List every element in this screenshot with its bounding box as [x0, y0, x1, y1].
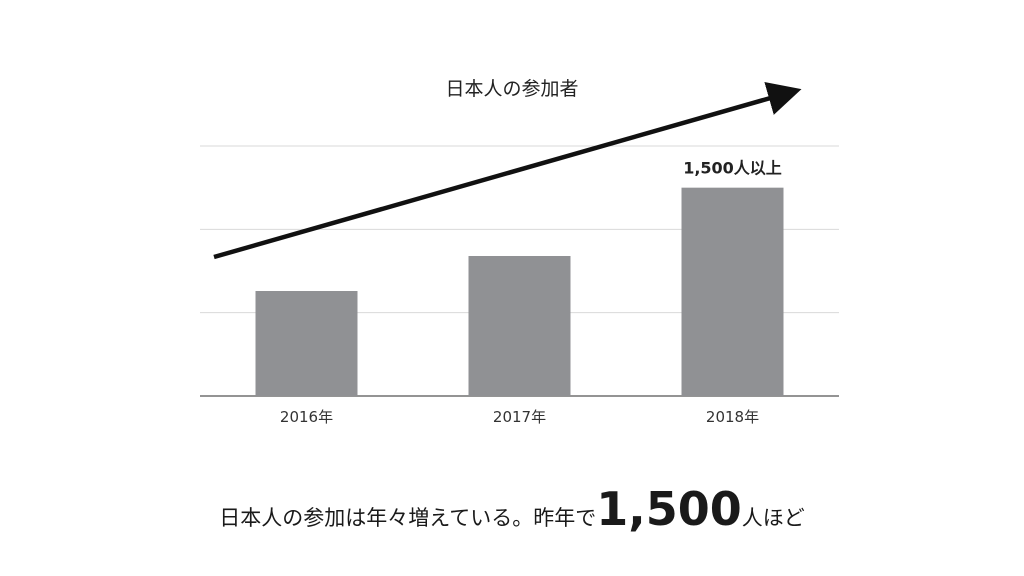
trend-arrow — [213, 81, 802, 260]
bar-1 — [255, 291, 358, 396]
caption-number: 1,500 — [596, 482, 742, 536]
data-label: 1,500人以上 — [683, 159, 782, 178]
bar-2 — [468, 256, 571, 396]
x-tick-label: 2018年 — [706, 408, 759, 426]
x-tick-label: 2017年 — [493, 408, 546, 426]
caption-prefix: 日本人の参加は年々増えている。昨年で — [219, 506, 597, 530]
caption-suffix: 人ほど — [741, 506, 805, 530]
chart-title: 日本人の参加者 — [445, 78, 579, 100]
x-tick-label: 2016年 — [280, 408, 333, 426]
bar-chart: 2016年 2017年 2018年 1,500人以上 — [200, 81, 839, 426]
bar-3 — [681, 187, 784, 396]
caption: 日本人の参加は年々増えている。昨年で1,500人ほど — [0, 482, 1024, 536]
